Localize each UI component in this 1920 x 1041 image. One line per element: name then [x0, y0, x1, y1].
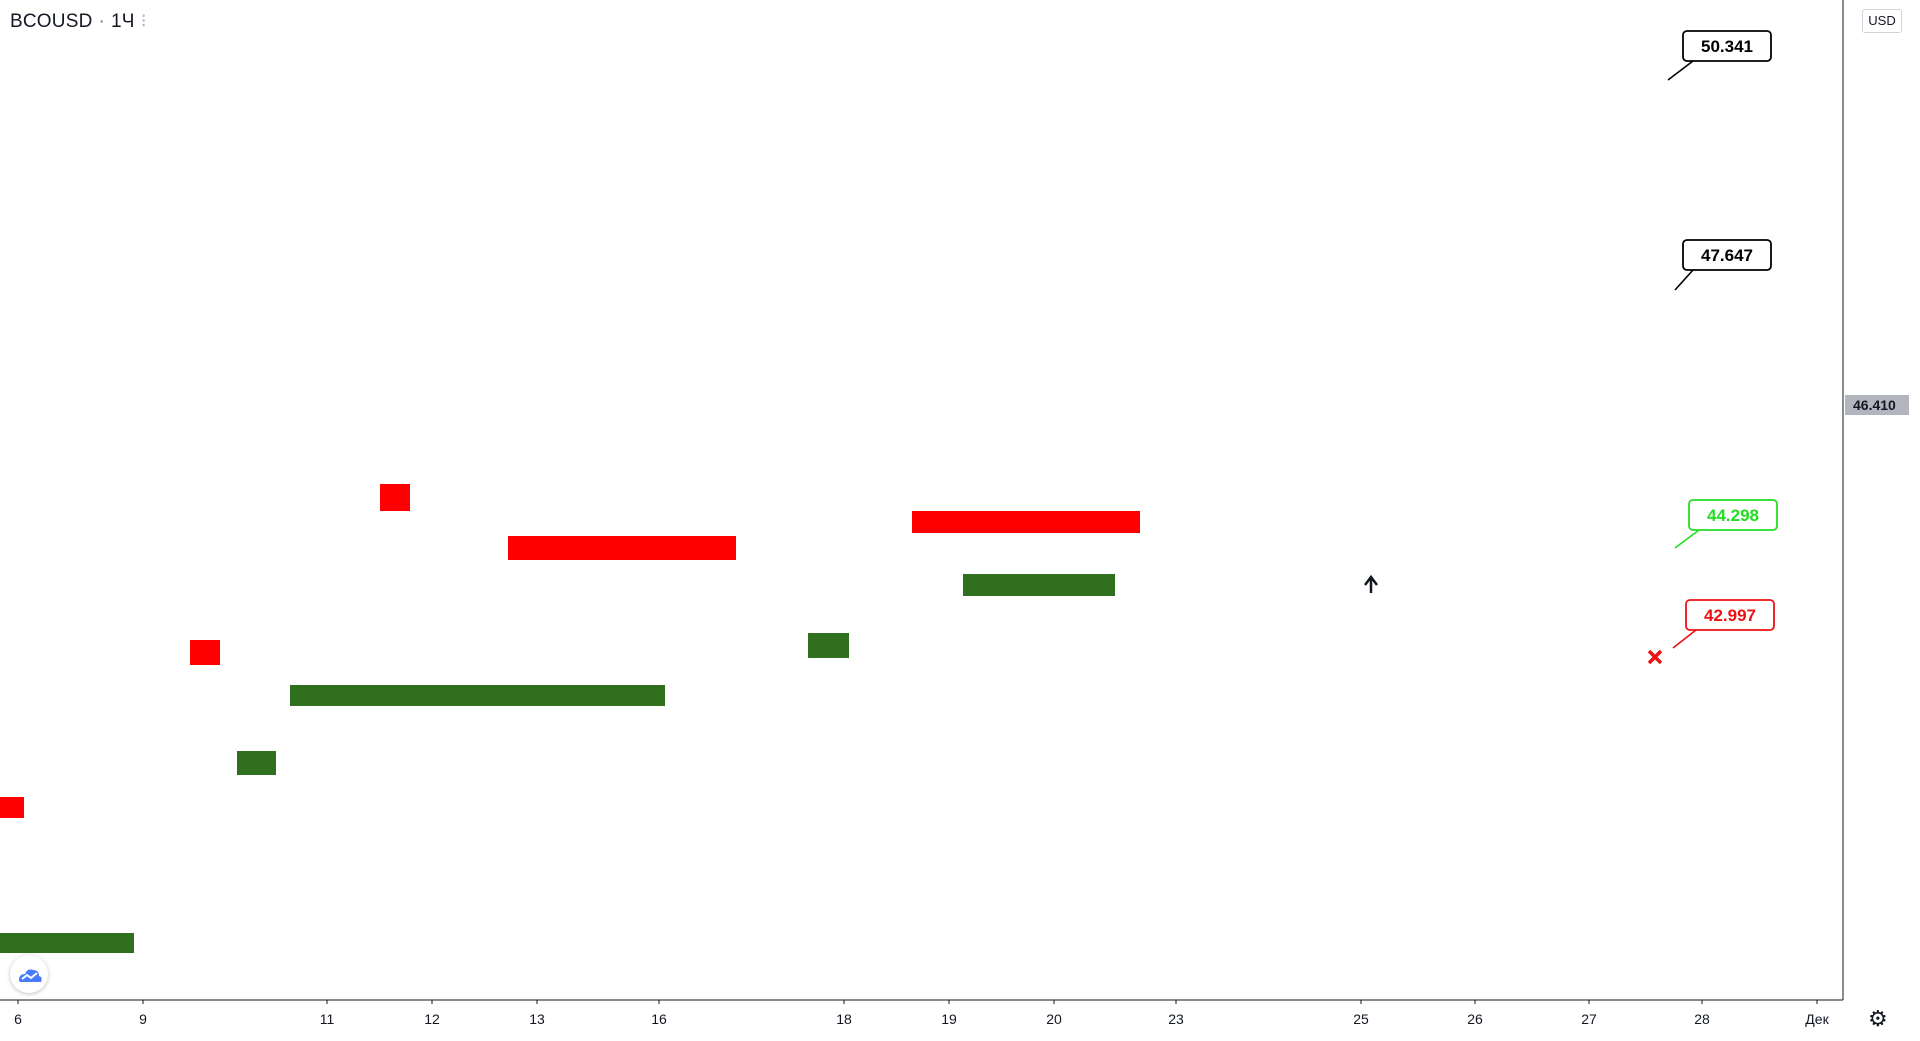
time-tick-label: 23 — [1168, 1011, 1184, 1027]
forecast-layer — [1364, 574, 1663, 665]
time-tick-label: 12 — [424, 1011, 440, 1027]
up-arrow-icon — [1364, 574, 1378, 593]
callout-label: 47.647 — [1701, 246, 1753, 265]
header-separator: · — [98, 11, 106, 32]
callout-box — [1682, 30, 1772, 62]
time-tick-label: 6 — [14, 1011, 22, 1027]
symbol-name[interactable]: BCOUSD — [10, 11, 93, 32]
zones-layer — [0, 484, 1140, 953]
time-axis[interactable]: 6 9 11 12 13 16 18 19 20 23 25 26 27 28 Дек — [0, 999, 1920, 1036]
callouts-layer: 50.341 47.647 44.298 42.997 — [1667, 30, 1778, 649]
supply-zone — [912, 511, 1140, 533]
time-tick-label: 27 — [1581, 1011, 1597, 1027]
supply-zone — [190, 640, 220, 665]
callout-label: 44.298 — [1707, 506, 1759, 525]
cloud-icon — [19, 969, 42, 982]
price-axis-background — [1843, 0, 1920, 1000]
callout-box — [1688, 499, 1778, 531]
price-axis[interactable]: 51.00050.50050.00049.50049.00048.50048.0… — [1842, 0, 1920, 1000]
plot-area[interactable] — [0, 0, 1842, 1000]
callout-pointer — [1672, 629, 1697, 649]
callout-label: 50.341 — [1701, 37, 1753, 56]
plot-background — [0, 0, 1842, 1000]
time-tick-label: 28 — [1694, 1011, 1710, 1027]
demand-zone — [237, 751, 276, 775]
time-tick-label: 18 — [836, 1011, 852, 1027]
time-tick-label: 9 — [139, 1011, 147, 1027]
time-tick-label: 26 — [1467, 1011, 1483, 1027]
callout-box — [1685, 599, 1775, 631]
callout-pointer — [1674, 269, 1694, 291]
callout-pointer — [1674, 529, 1700, 549]
last-price-badge — [1845, 395, 1909, 415]
callout-box — [1682, 239, 1772, 271]
currency-button[interactable]: USD — [1862, 9, 1902, 33]
demand-zone — [808, 633, 849, 658]
callout-pointer — [1667, 60, 1694, 81]
supply-zone — [380, 484, 410, 511]
time-tick-label: 13 — [529, 1011, 545, 1027]
time-tick-label: 20 — [1046, 1011, 1062, 1027]
time-tick-label: 16 — [651, 1011, 667, 1027]
x-mark-icon — [1647, 649, 1663, 665]
header-menu-icon[interactable]: ⁝ — [140, 11, 147, 32]
interval-label[interactable]: 1Ч — [111, 11, 135, 32]
demand-zone — [963, 574, 1115, 596]
symbol-header[interactable]: BCOUSD · 1Ч ⁝ — [10, 10, 147, 33]
time-tick-label: 25 — [1353, 1011, 1369, 1027]
supply-zone — [508, 536, 736, 560]
callout-label: 42.997 — [1704, 606, 1756, 625]
demand-zone — [0, 933, 134, 953]
supply-zone — [0, 797, 24, 818]
time-tick-label: 19 — [941, 1011, 957, 1027]
time-tick-label: 11 — [320, 1011, 335, 1027]
demand-zone — [290, 685, 665, 706]
gear-icon[interactable]: ⚙ — [1868, 1006, 1888, 1031]
time-tick-label: Дек — [1805, 1011, 1829, 1027]
tradingview-logo-icon[interactable] — [10, 955, 48, 993]
time-axis-background — [0, 1000, 1920, 1036]
last-price-label: 46.410 — [1853, 397, 1896, 413]
